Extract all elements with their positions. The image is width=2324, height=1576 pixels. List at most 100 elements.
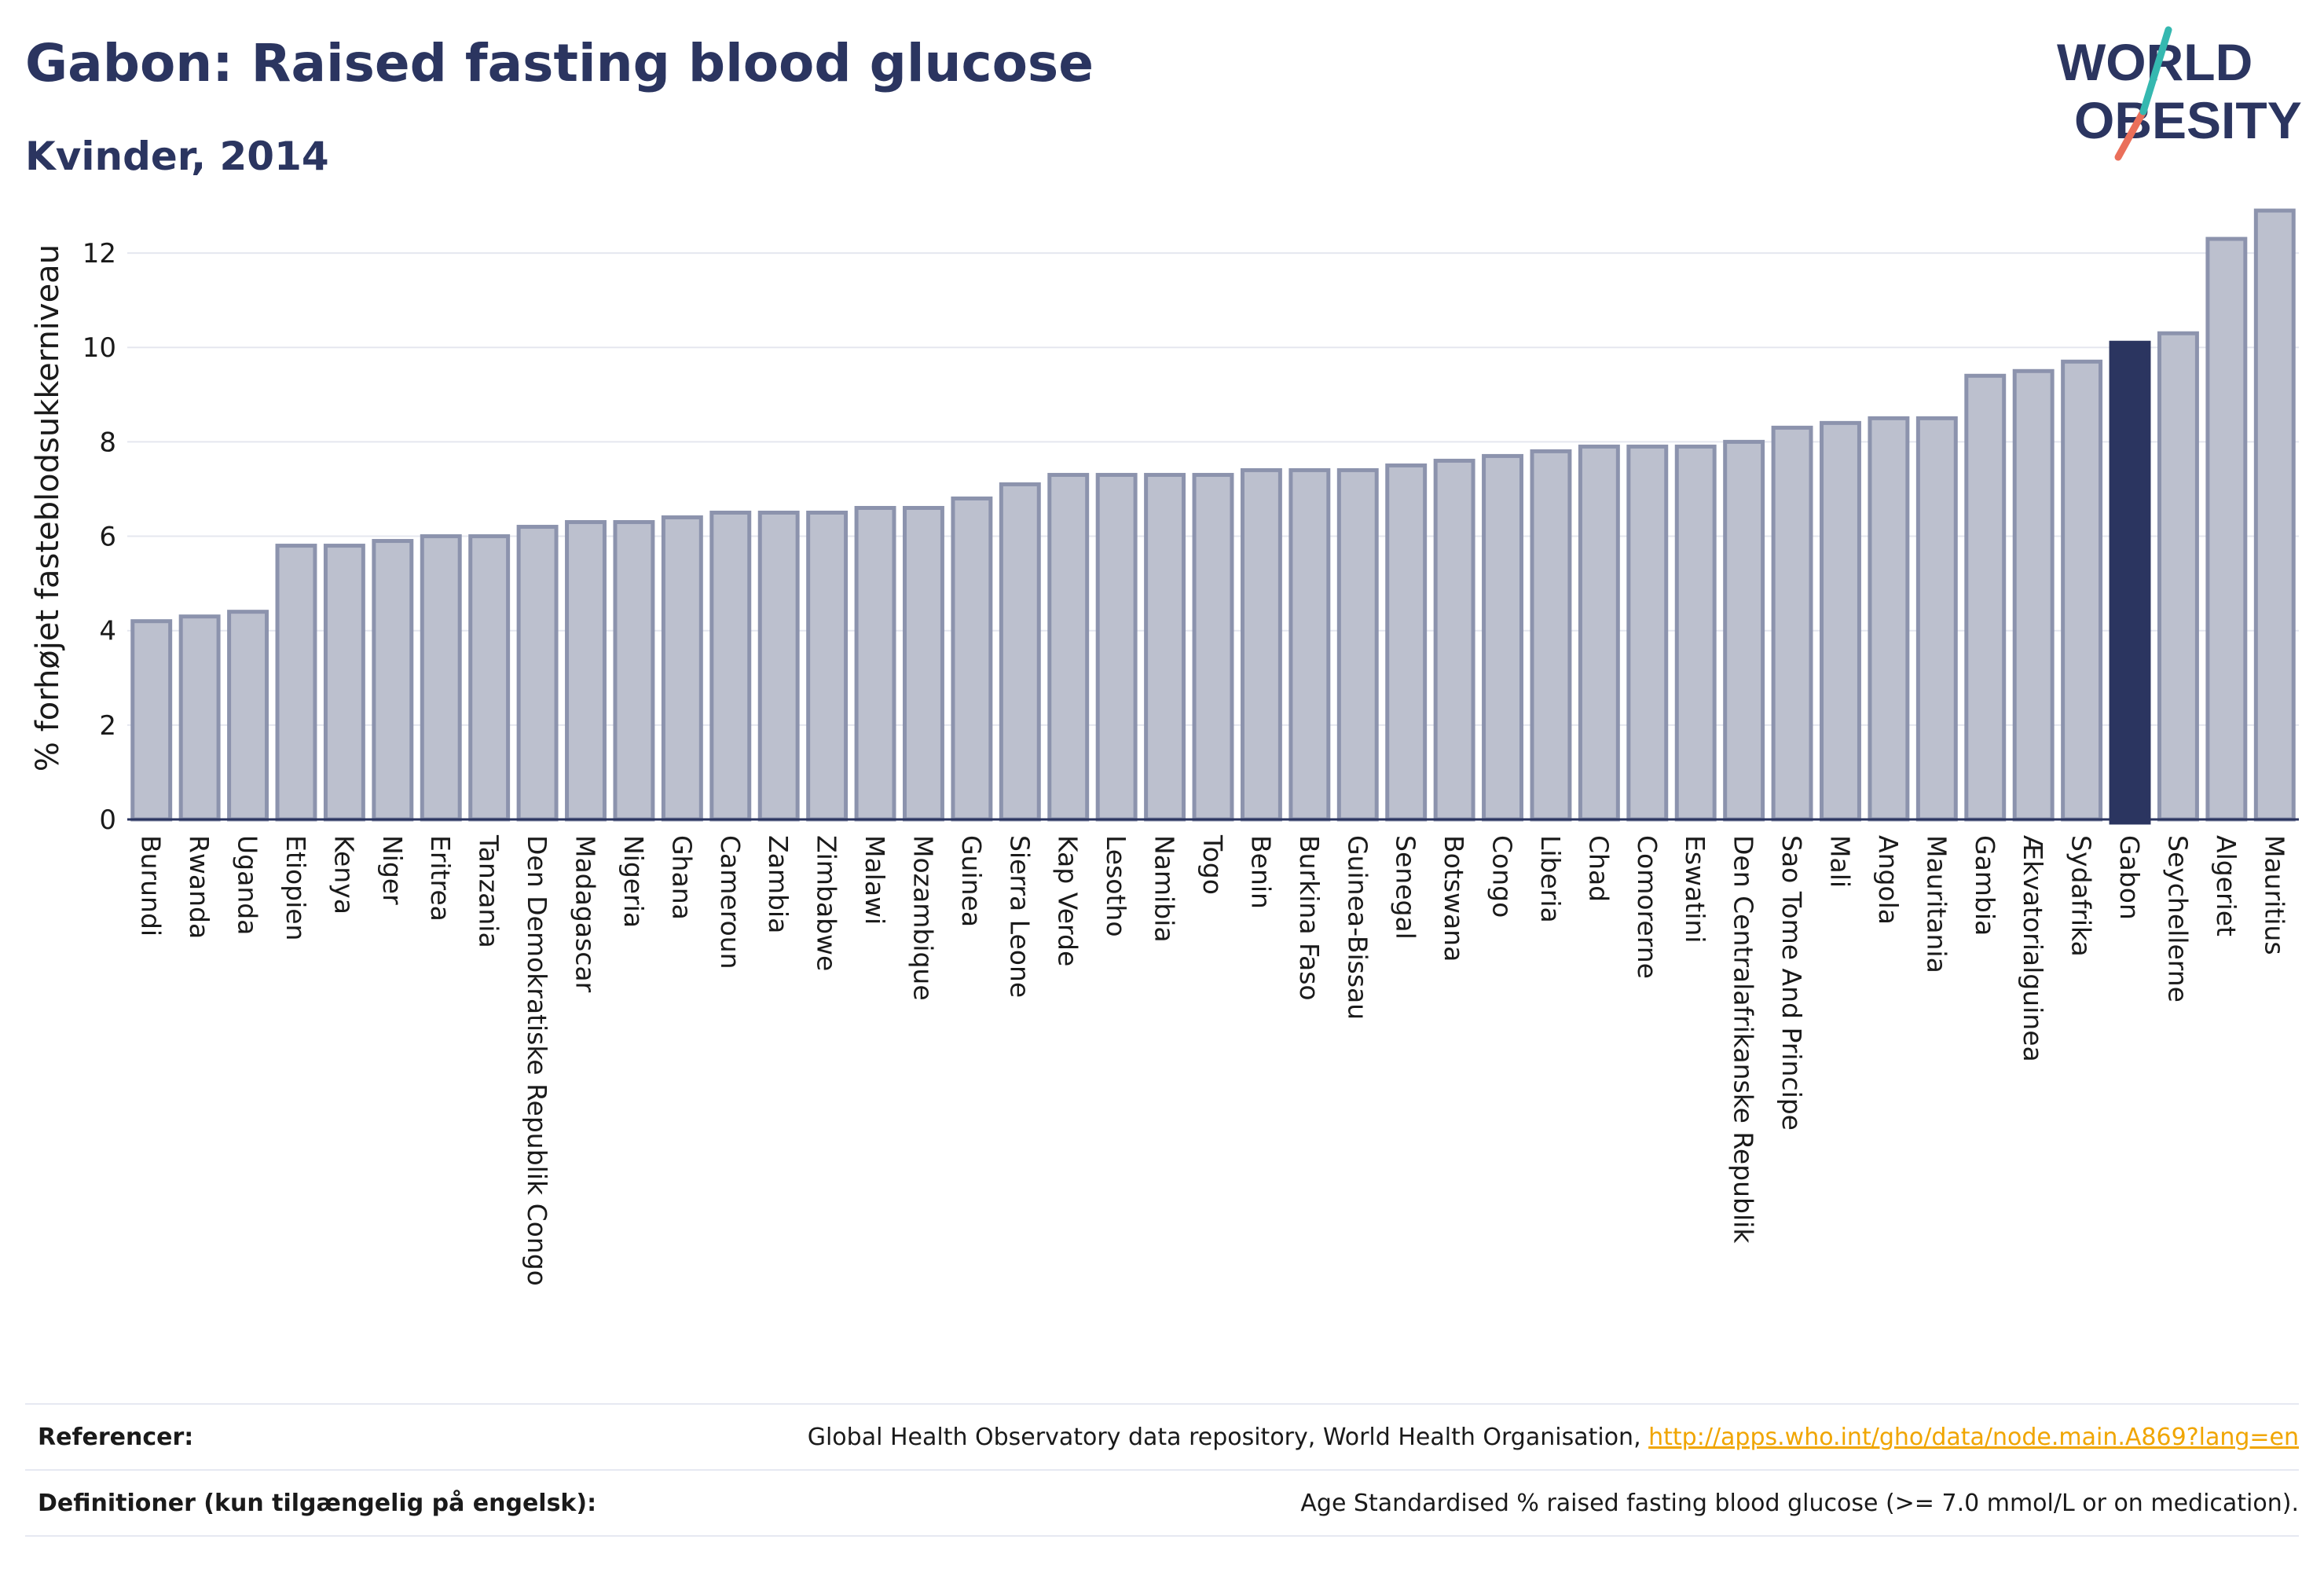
y-tick-label: 8 (99, 427, 116, 458)
x-category-label: Namibia (1149, 835, 1180, 943)
bar (1047, 472, 1090, 822)
x-category-label: Tanzania (474, 834, 504, 948)
x-category-label: Congo (1487, 835, 1518, 918)
x-category-label: Mauritius (2259, 835, 2289, 955)
x-category-label: Botswana (1439, 835, 1469, 962)
bar (1385, 463, 1428, 822)
x-category-label: Malawi (860, 835, 890, 925)
bar (516, 525, 559, 822)
bar (1915, 416, 1958, 822)
bar (1964, 373, 2007, 822)
bar (1820, 420, 1861, 822)
bar (1674, 444, 1717, 822)
bar (1288, 467, 1331, 822)
bar (1144, 472, 1186, 822)
bars (130, 208, 2296, 825)
x-category-label: Kap Verde (1053, 835, 1083, 966)
world-obesity-logo: WORLD OBESITY (2057, 26, 2302, 161)
definitions-text: Age Standardised % raised fasting blood … (1300, 1489, 2299, 1517)
bar (178, 614, 221, 822)
bar (565, 520, 607, 822)
bar-chart: 0 2 4 6 8 10 12 Burundi Rwanda Uganda Etiopien Ken… (30, 208, 2299, 1286)
x-category-label: Senegal (1391, 835, 1421, 940)
x-category-label: Togo (1197, 834, 1228, 895)
x-category-label: Nigeria (618, 835, 649, 928)
bar (468, 534, 511, 822)
bar (854, 506, 896, 822)
x-category-label: Niger (377, 835, 408, 905)
bar (1336, 467, 1379, 822)
x-category-label: Gambia (1970, 835, 2000, 936)
bar (2061, 359, 2103, 822)
bar (1192, 472, 1234, 822)
bar (2205, 236, 2248, 822)
bar (1626, 444, 1669, 822)
y-tick-label: 12 (82, 238, 116, 269)
bar (709, 511, 752, 822)
x-category-label: Gabon (2114, 835, 2145, 920)
bar (1868, 416, 1910, 822)
bar (757, 511, 800, 822)
x-category-label: Mali (1824, 835, 1855, 888)
x-category-label: Eswatini (1680, 835, 1710, 943)
bar (661, 515, 703, 822)
bar (2253, 208, 2296, 822)
x-category-label: Lesotho (1101, 835, 1131, 937)
bar (372, 539, 414, 822)
y-axis-title: % forhøjet fasteblodsukkerniveau (30, 244, 66, 772)
bar (1530, 449, 1572, 822)
y-tick-label: 10 (82, 332, 116, 364)
bar (1578, 444, 1620, 822)
bar (1240, 467, 1282, 822)
x-category-label: Seychellerne (2162, 835, 2193, 1002)
x-category-label: Kenya (328, 835, 359, 914)
x-category-label: Guinea (956, 835, 987, 927)
bar (130, 619, 173, 822)
bar (323, 544, 365, 822)
bar (806, 511, 849, 822)
x-category-label: Den Centralafrikanske Republik (1728, 835, 1759, 1244)
x-category-label: Benin (1245, 835, 1276, 909)
x-category-label: Rwanda (184, 835, 214, 939)
y-tick-label: 4 (99, 616, 116, 647)
bar (1095, 472, 1138, 822)
x-category-label: Comorerne (1632, 835, 1662, 979)
bar (227, 610, 269, 822)
x-category-label: Uganda (233, 835, 263, 935)
x-category-label: Den Demokratiske Republik Congo (522, 835, 552, 1286)
x-category-label: Mauritania (1921, 835, 1952, 973)
x-category-label: Zambia (763, 835, 794, 933)
x-category-label: Sierra Leone (1004, 835, 1035, 998)
bar (951, 496, 993, 822)
x-category-label: Sao Tome And Principe (1776, 835, 1807, 1131)
bar (275, 544, 317, 822)
y-tick-label: 2 (99, 710, 116, 742)
footer: Referencer: Global Health Observatory da… (25, 1403, 2299, 1537)
x-category-label: Sydafrika (2066, 835, 2097, 957)
x-category-label: Zimbabwe (812, 835, 842, 971)
x-category-label: Chad (1583, 835, 1614, 902)
x-category-label: Burundi (136, 835, 167, 936)
bar (420, 534, 462, 822)
x-category-label: Madagascar (570, 835, 601, 993)
chart-subtitle: Kvinder, 2014 (25, 134, 329, 179)
definitions-label: Definitioner (kun tilgængelig på engelsk… (38, 1489, 597, 1517)
references-text: Global Health Observatory data repositor… (807, 1423, 1649, 1451)
bar (1433, 458, 1475, 822)
references-row: Referencer: Global Health Observatory da… (25, 1403, 2299, 1469)
references-label: Referencer: (38, 1423, 194, 1451)
x-category-label: Mozambique (907, 835, 938, 1001)
references-value: Global Health Observatory data repositor… (808, 1424, 2299, 1451)
y-tick-label: 0 (99, 804, 116, 836)
x-category-label: Etiopien (280, 835, 311, 940)
x-category-label: Eritrea (425, 835, 456, 922)
logo-line2: OBESITY (2074, 91, 2302, 149)
references-link[interactable]: http://apps.who.int/gho/data/node.main.A… (1648, 1423, 2299, 1451)
x-category-label: Liberia (1535, 835, 1566, 923)
x-category-label: Algeriet (2211, 835, 2242, 936)
x-category-label: Angola (1873, 835, 1904, 925)
x-category-label: Ækvatorialguinea (2018, 835, 2048, 1062)
y-tick-label: 6 (99, 522, 116, 553)
bar (1723, 439, 1765, 822)
y-tick-labels: 0 2 4 6 8 10 12 (82, 238, 116, 836)
